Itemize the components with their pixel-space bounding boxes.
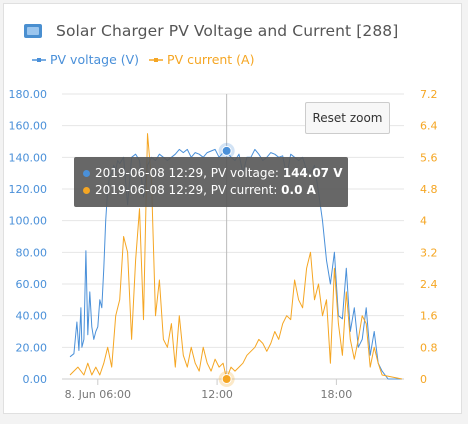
hover-marker bbox=[221, 145, 232, 156]
tooltip-current-label: 2019-06-08 12:29, PV current: bbox=[95, 183, 282, 197]
x-tick-label: 12:00 bbox=[201, 388, 233, 401]
y-right-tick-label: 3.2 bbox=[420, 246, 438, 259]
solar-charger-icon bbox=[24, 24, 42, 38]
legend-item-pv-current[interactable]: PV current (A) bbox=[149, 52, 254, 67]
y-left-tick-label: 120.00 bbox=[9, 183, 48, 196]
chart-legend: PV voltage (V) PV current (A) bbox=[32, 52, 264, 67]
y-left-tick-label: 80.00 bbox=[16, 246, 48, 259]
legend-item-pv-voltage[interactable]: PV voltage (V) bbox=[32, 52, 139, 67]
series-line-pv-current bbox=[69, 133, 403, 380]
y-left-tick-label: 140.00 bbox=[9, 151, 48, 164]
y-right-tick-label: 1.6 bbox=[420, 310, 438, 323]
hover-marker bbox=[221, 374, 232, 384]
y-right-tick-label: 2.4 bbox=[420, 278, 438, 291]
legend-line-icon bbox=[32, 57, 46, 62]
x-tick-label: 8. Jun 06:00 bbox=[65, 388, 131, 401]
tooltip-voltage-label: 2019-06-08 12:29, PV voltage: bbox=[95, 166, 283, 180]
tooltip-row-voltage: 2019-06-08 12:29, PV voltage: 144.07 V bbox=[83, 165, 348, 182]
card-title: Solar Charger PV Voltage and Current [28… bbox=[56, 22, 399, 40]
y-left-tick-label: 100.00 bbox=[9, 215, 48, 228]
y-left-tick-label: 0.00 bbox=[23, 373, 48, 386]
reset-zoom-button[interactable]: Reset zoom bbox=[305, 102, 390, 134]
y-right-tick-label: 6.4 bbox=[420, 120, 438, 133]
x-tick-label: 18:00 bbox=[321, 388, 353, 401]
y-left-tick-label: 160.00 bbox=[9, 120, 48, 133]
y-left-tick-label: 20.00 bbox=[16, 341, 48, 354]
y-right-tick-label: 5.6 bbox=[420, 151, 438, 164]
tooltip-voltage-value: 144.07 V bbox=[282, 166, 343, 180]
tooltip-current-value: 0.0 A bbox=[281, 183, 316, 197]
y-left-tick-label: 40.00 bbox=[16, 310, 48, 323]
card-header: Solar Charger PV Voltage and Current [28… bbox=[24, 20, 398, 42]
series-dot-icon bbox=[83, 170, 90, 177]
y-left-tick-label: 60.00 bbox=[16, 278, 48, 291]
y-left-tick-label: 180.00 bbox=[9, 88, 48, 101]
series-dot-icon bbox=[83, 187, 90, 194]
chart-tooltip: 2019-06-08 12:29, PV voltage: 144.07 V 2… bbox=[74, 157, 348, 207]
legend-line-icon bbox=[149, 57, 164, 62]
y-right-tick-label: 4.8 bbox=[420, 183, 438, 196]
tooltip-row-current: 2019-06-08 12:29, PV current: 0.0 A bbox=[83, 182, 348, 199]
y-right-tick-label: 4 bbox=[420, 215, 427, 228]
y-right-tick-label: 0 bbox=[420, 373, 427, 386]
y-right-tick-label: 0.8 bbox=[420, 341, 438, 354]
legend-label: PV voltage (V) bbox=[50, 52, 140, 67]
legend-label: PV current (A) bbox=[167, 52, 255, 67]
series-line-pv-voltage bbox=[69, 148, 402, 380]
y-right-tick-label: 7.2 bbox=[420, 88, 438, 101]
